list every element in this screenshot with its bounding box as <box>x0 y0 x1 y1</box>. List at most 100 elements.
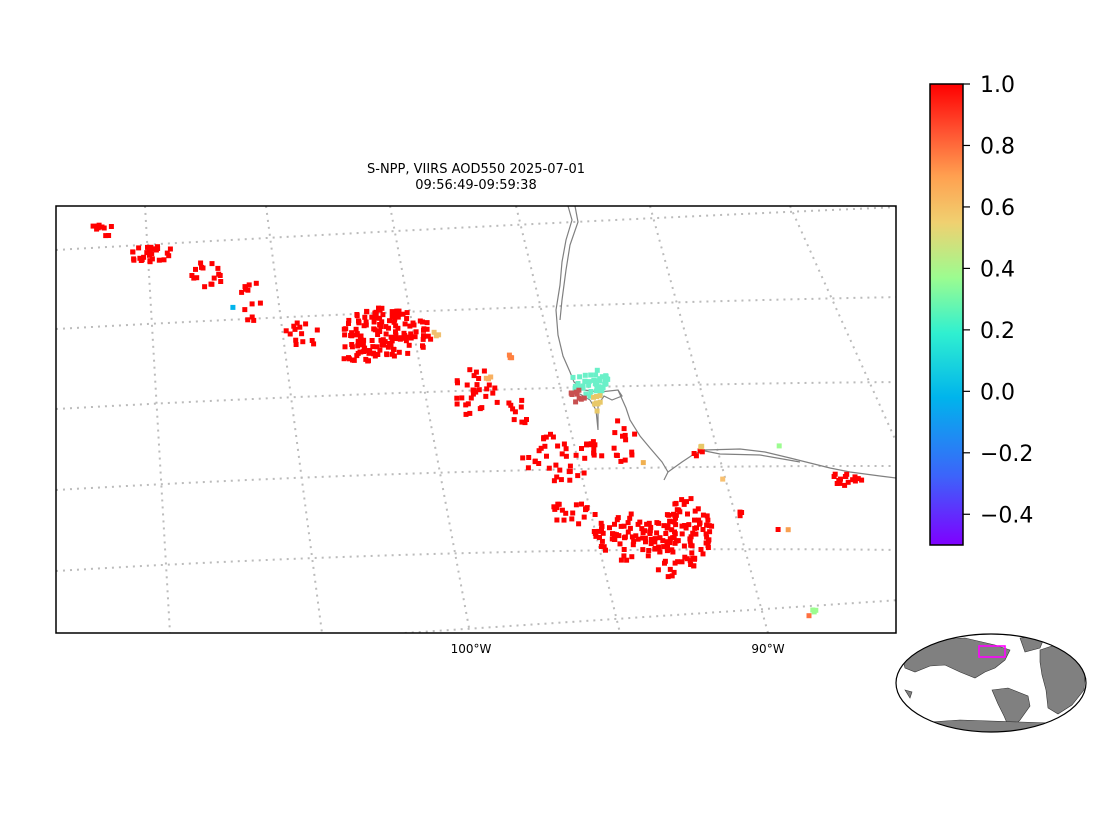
aod-point <box>618 557 624 563</box>
aod-point <box>421 334 427 340</box>
aod-point <box>108 224 114 229</box>
colorbar-tick-label: 0.0 <box>980 380 1015 405</box>
aod-point <box>613 452 619 458</box>
aod-point <box>550 434 556 440</box>
aod-point <box>664 548 670 554</box>
aod-point <box>392 315 398 321</box>
aod-point <box>647 528 653 534</box>
aod-point <box>686 522 692 528</box>
aod-point <box>611 445 617 451</box>
aod-point <box>612 430 618 436</box>
aod-point <box>598 544 604 549</box>
aod-point <box>291 323 297 329</box>
aod-point <box>386 341 392 346</box>
aod-point <box>359 337 364 343</box>
aod-points <box>90 222 865 619</box>
aod-point <box>669 547 675 553</box>
aod-point <box>245 317 251 323</box>
aod-point <box>354 312 360 317</box>
aod-point <box>633 533 639 539</box>
aod-point <box>106 233 112 238</box>
aod-point <box>617 541 623 547</box>
aod-point <box>705 517 711 523</box>
aod-point <box>656 544 662 550</box>
aod-point <box>785 527 791 533</box>
aod-point <box>363 322 369 328</box>
aod-point <box>599 538 605 544</box>
aod-point <box>672 531 678 537</box>
aod-point <box>599 453 605 459</box>
aod-point <box>394 308 400 314</box>
aod-point <box>467 410 473 416</box>
aod-point <box>303 321 309 327</box>
aod-point <box>512 409 518 415</box>
aod-point <box>209 281 215 287</box>
aod-point <box>698 444 704 450</box>
aod-point <box>682 554 688 560</box>
aod-point <box>454 378 460 384</box>
aod-point <box>687 538 693 544</box>
aod-point <box>576 521 582 527</box>
aod-point <box>403 338 409 344</box>
aod-point <box>373 309 379 315</box>
aod-point <box>669 573 675 579</box>
aod-point <box>652 536 658 542</box>
aod-point <box>655 567 661 573</box>
aod-point <box>411 322 417 328</box>
aod-point <box>524 417 529 422</box>
aod-point <box>510 406 516 412</box>
aod-point <box>664 539 670 545</box>
aod-point <box>594 367 600 373</box>
aod-point <box>664 512 670 518</box>
aod-point <box>561 441 567 447</box>
aod-point <box>669 527 675 533</box>
map-title-line1: S-NPP, VIIRS AOD550 2025-07-01 <box>367 162 585 177</box>
aod-point <box>341 356 347 362</box>
aod-point <box>355 343 361 349</box>
aod-point <box>845 479 851 485</box>
aod-point <box>621 547 627 552</box>
aod-point <box>640 535 646 541</box>
aod-point <box>542 443 548 449</box>
aod-point <box>424 320 430 326</box>
aod-point <box>375 332 381 337</box>
aod-point <box>346 321 351 326</box>
aod-point <box>543 434 549 440</box>
parallel-line <box>56 464 896 491</box>
aod-point <box>379 319 385 325</box>
aod-point <box>474 382 480 388</box>
aod-point <box>471 373 477 379</box>
aod-point <box>642 535 648 541</box>
aod-point <box>463 402 469 408</box>
aod-point <box>541 436 547 442</box>
aod-point <box>465 401 471 407</box>
aod-point <box>365 358 371 364</box>
aod-point <box>424 326 430 332</box>
aod-point <box>467 367 473 373</box>
aod-point <box>509 355 515 361</box>
aod-point <box>377 307 383 313</box>
aod-point <box>597 378 603 384</box>
aod-point <box>660 538 666 544</box>
aod-point <box>582 372 588 378</box>
aod-point <box>646 548 652 553</box>
aod-point <box>603 376 609 382</box>
aod-point <box>486 382 492 388</box>
aod-point <box>607 525 612 531</box>
aod-point <box>389 351 395 357</box>
aod-point <box>378 324 384 329</box>
antarctica-shape <box>899 719 1083 732</box>
aod-point <box>570 510 576 516</box>
aod-point <box>661 544 667 550</box>
aod-point <box>640 530 646 535</box>
aod-point <box>654 530 660 536</box>
aod-point <box>598 520 604 526</box>
aod-point <box>563 446 569 452</box>
aod-point <box>689 550 695 556</box>
aod-point <box>629 534 635 540</box>
aod-point <box>544 453 549 459</box>
aod-point <box>349 342 355 347</box>
aod-point <box>661 523 667 529</box>
aod-point <box>601 544 607 550</box>
aod-point <box>635 536 641 542</box>
